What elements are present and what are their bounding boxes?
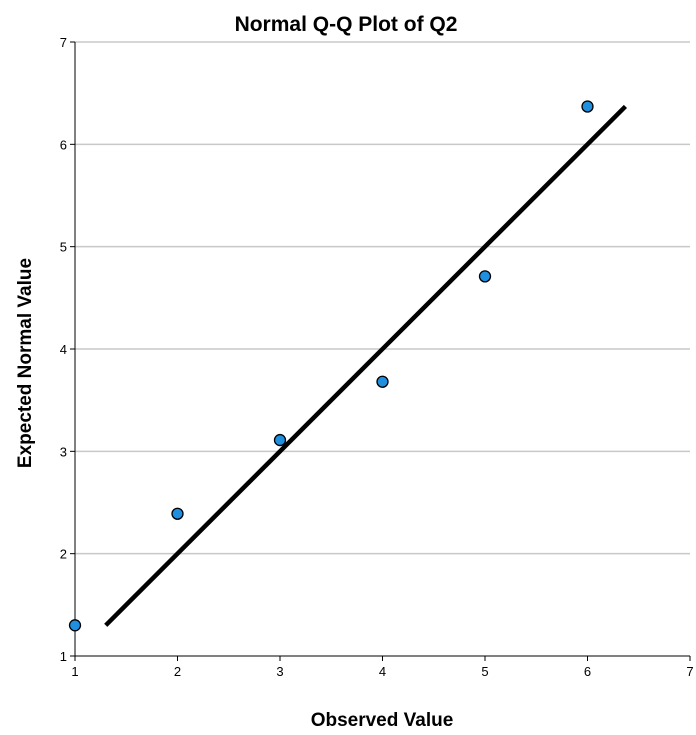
y-tick-label-1: 1 bbox=[60, 649, 67, 664]
x-tick-label-2: 2 bbox=[174, 664, 181, 679]
y-tick-label-6: 6 bbox=[60, 137, 67, 152]
x-axis-ticks: 1 2 3 4 5 6 7 bbox=[71, 656, 694, 679]
x-axis-label: Observed Value bbox=[311, 710, 454, 731]
x-tick-label-6: 6 bbox=[584, 664, 591, 679]
data-point-5 bbox=[478, 270, 492, 283]
y-axis-ticks: 1 2 3 4 5 6 7 bbox=[60, 35, 75, 664]
y-axis-label: Expected Normal Value bbox=[15, 258, 36, 468]
gridlines bbox=[75, 41, 690, 555]
x-tick-label-7: 7 bbox=[686, 664, 693, 679]
data-points bbox=[68, 100, 594, 632]
y-tick-label-2: 2 bbox=[60, 547, 67, 562]
y-tick-label-5: 5 bbox=[60, 240, 67, 255]
data-point-3 bbox=[273, 433, 287, 447]
data-point-1 bbox=[68, 619, 82, 632]
data-point-4 bbox=[376, 375, 389, 388]
data-point-2 bbox=[171, 507, 184, 520]
y-tick-label-4: 4 bbox=[60, 342, 67, 357]
x-tick-label-5: 5 bbox=[481, 664, 488, 679]
chart-title: Normal Q-Q Plot of Q2 bbox=[235, 13, 458, 36]
x-tick-label-3: 3 bbox=[276, 664, 283, 679]
y-tick-label-3: 3 bbox=[60, 444, 67, 459]
x-tick-label-4: 4 bbox=[379, 664, 386, 679]
reference-line bbox=[104, 104, 628, 627]
data-point-6 bbox=[581, 100, 594, 113]
y-tick-label-7: 7 bbox=[60, 35, 67, 50]
x-tick-label-1: 1 bbox=[71, 664, 78, 679]
reference-line-group bbox=[104, 104, 628, 627]
